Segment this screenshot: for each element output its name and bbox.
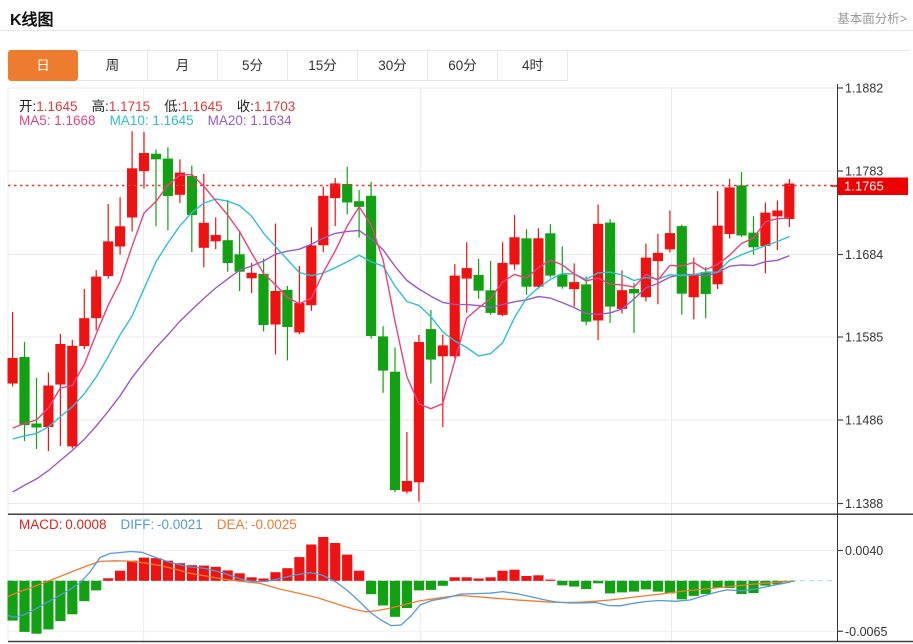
svg-text:1.1585: 1.1585	[845, 331, 883, 345]
svg-text:1.1486: 1.1486	[845, 414, 883, 428]
svg-text:-0.0065: -0.0065	[845, 625, 887, 639]
svg-text:1.1765: 1.1765	[844, 179, 884, 194]
svg-text:1.1684: 1.1684	[845, 248, 883, 262]
svg-text:1.1388: 1.1388	[845, 497, 883, 511]
svg-text:1.1783: 1.1783	[845, 165, 883, 179]
svg-text:1.1882: 1.1882	[845, 82, 883, 96]
svg-text:0.0040: 0.0040	[845, 544, 883, 558]
